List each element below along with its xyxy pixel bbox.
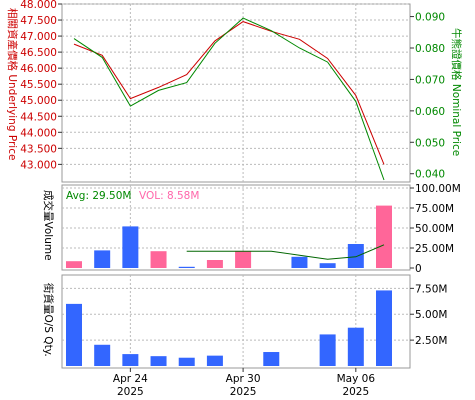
left-tick-label: 45.500 [20,79,57,91]
right-tick-label: 0.040 [415,169,445,181]
volume-bar [347,244,364,268]
left-tick-label: 46.500 [20,47,57,59]
right-tick-label: 0.050 [415,137,445,149]
os-qty-bar [94,344,111,366]
os-qty-bar [263,352,280,366]
os-qty-bar [122,354,139,366]
volume-average-line [186,244,385,260]
volume-bar [319,263,336,268]
os-tick-label: 7.50M [415,283,447,295]
volume-bar [291,256,308,268]
left-tick-label: 44.000 [20,127,57,139]
os-qty-bar [150,356,167,366]
volume-bar [206,260,223,268]
right-tick-label: 0.080 [415,43,445,55]
volume-avg-text: Avg: 29.50M [66,190,131,202]
x-tick-label-year: 2025 [117,386,144,398]
x-tick-label-year: 2025 [342,386,369,398]
left-tick-label: 43.000 [20,159,57,171]
right-tick-label: 0.060 [415,106,445,118]
volume-bar [235,251,252,268]
os-tick-label: 5.00M [415,309,447,321]
volume-tick-label: 0 [415,263,422,275]
right-tick-label: 0.070 [415,74,445,86]
volume-bar [376,205,392,268]
volume-tick-label: 25.00M [415,243,454,255]
x-tick-label-year: 2025 [230,386,257,398]
volume-bar [122,226,139,268]
x-tick-label-date: May 06 [337,373,376,385]
volume-bar [66,261,82,268]
os-qty-bar [66,303,82,366]
left-tick-label: 43.500 [20,143,57,155]
volume-bar [178,266,195,268]
left-tick-label: 46.000 [20,63,57,75]
os-qty-bar [178,357,195,366]
left-tick-label: 45.000 [20,95,57,107]
os-qty-bar [206,355,223,366]
os-qty-axis-label: 街貨量O/S Qty. [42,283,55,357]
os-tick-label: 2.50M [415,335,447,347]
right-axis-label: 牛熊證價格 Nominal Price [450,28,463,156]
right-tick-label: 0.090 [415,12,445,24]
os-qty-bar [376,290,392,366]
left-axis-label: 相關資產價格 Underlying Price [6,8,19,160]
left-tick-label: 47.500 [20,15,57,27]
volume-current-text: VOL: 8.58M [139,190,199,202]
left-tick-label: 44.500 [20,111,57,123]
volume-tick-label: 50.00M [415,223,454,235]
os-qty-bar [347,327,364,366]
nominal-price-line [73,17,385,181]
volume-tick-label: 100.00M [415,183,461,195]
panel-frame-price [61,3,411,183]
os-qty-bar [319,334,336,366]
left-tick-label: 47.000 [20,31,57,43]
x-tick-label-date: Apr 30 [226,373,261,385]
volume-axis-label: 成交量Volume [42,190,55,261]
volume-tick-label: 75.00M [415,203,454,215]
volume-bar [150,251,167,268]
x-tick-label-date: Apr 24 [113,373,148,385]
left-tick-label: 48.000 [20,0,57,11]
volume-bar [94,250,111,268]
